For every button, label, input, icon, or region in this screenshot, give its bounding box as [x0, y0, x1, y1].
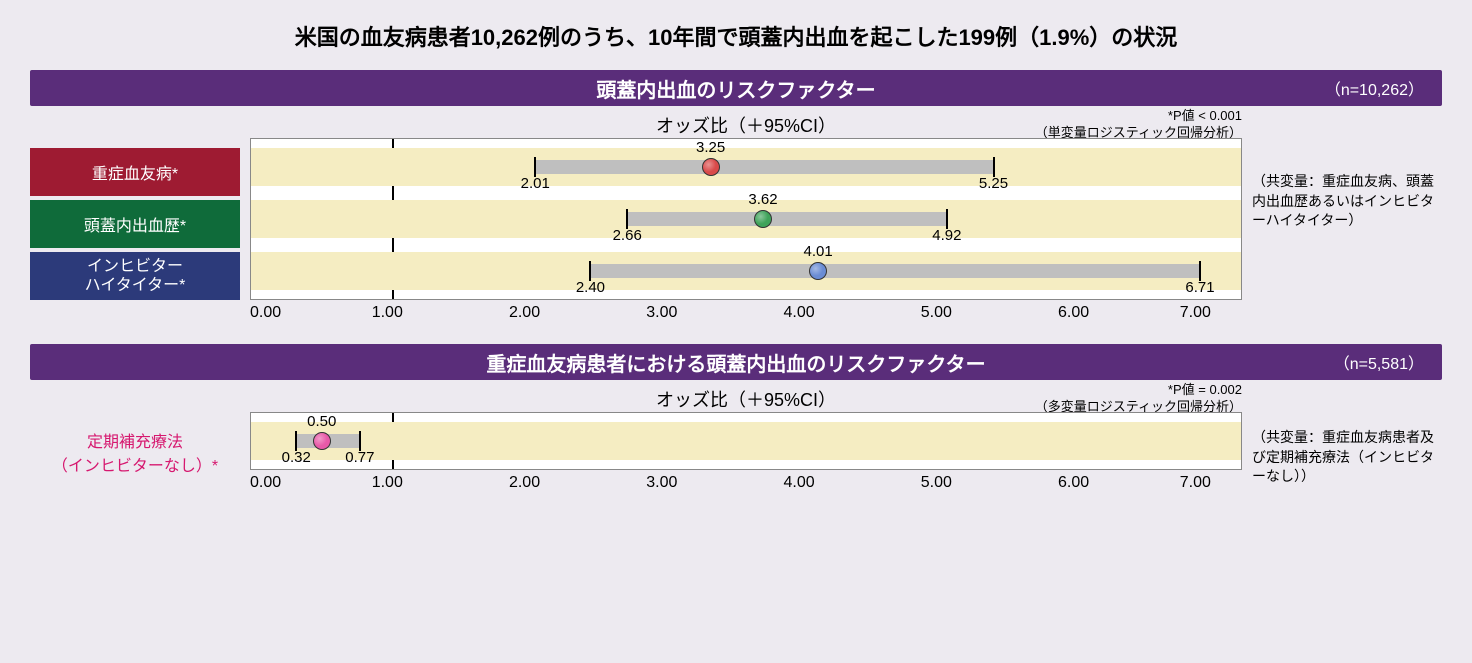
- value-label: 2.01: [521, 175, 550, 192]
- ci-whisker: [1199, 261, 1201, 281]
- plot-col-1: オッズ比（＋95%CI） *P値 < 0.001 （単変量ロジスティック回帰分析…: [250, 112, 1242, 322]
- value-label: 0.77: [345, 449, 374, 466]
- value-label: 4.92: [932, 227, 961, 244]
- section-n-1: （n=10,262）: [1325, 76, 1424, 100]
- axis-title-2: オッズ比（＋95%CI）: [656, 386, 836, 412]
- forest-row: 0.500.320.77: [251, 417, 1241, 465]
- pink-category-label: 定期補充療法 （インヒビターなし）*: [30, 386, 240, 476]
- pvalue-line1-2: *P値 = 0.002: [1035, 382, 1242, 399]
- x-tick: 4.00: [783, 474, 814, 492]
- value-label: 5.25: [979, 175, 1008, 192]
- side-note-1: （共変量：重症血友病、頭蓋内出血歴あるいはインヒビターハイタイター）: [1252, 112, 1442, 231]
- x-tick: 7.00: [1180, 474, 1211, 492]
- section-bar-1: 頭蓋内出血のリスクファクター （n=10,262）: [30, 70, 1442, 106]
- category-labels-1: 重症血友病*頭蓋内出血歴*インヒビターハイタイター*: [30, 112, 240, 304]
- section-title-2: 重症血友病患者における頭蓋内出血のリスクファクター: [486, 348, 985, 377]
- x-tick: 1.00: [372, 474, 403, 492]
- pvalue-note-2: *P値 = 0.002 （多変量ロジスティック回帰分析）: [1035, 382, 1242, 416]
- chart-2: 定期補充療法 （インヒビターなし）* オッズ比（＋95%CI） *P値 = 0.…: [30, 386, 1442, 492]
- x-ticks-1: 0.00 1.00 2.00 3.00 4.00 5.00 6.00 7.00: [250, 304, 1242, 322]
- point-estimate-dot: [754, 210, 772, 228]
- value-label: 0.32: [282, 449, 311, 466]
- x-tick: 6.00: [1058, 304, 1089, 322]
- x-tick: 2.00: [509, 474, 540, 492]
- axis-title-1: オッズ比（＋95%CI）: [656, 112, 836, 138]
- x-tick: 0.00: [250, 474, 281, 492]
- value-label: 3.25: [696, 139, 725, 156]
- ci-whisker: [626, 209, 628, 229]
- x-tick: 2.00: [509, 304, 540, 322]
- pvalue-line1-1: *P値 < 0.001: [1035, 108, 1242, 125]
- category-label: 重症血友病*: [30, 148, 240, 196]
- forest-row: 4.012.406.71: [251, 247, 1241, 295]
- pink-label-line1: 定期補充療法: [30, 428, 240, 452]
- pink-label-line2: （インヒビターなし）*: [30, 452, 240, 476]
- x-tick: 0.00: [250, 304, 281, 322]
- section-bar-2: 重症血友病患者における頭蓋内出血のリスクファクター （n=5,581）: [30, 344, 1442, 380]
- value-label: 2.40: [576, 279, 605, 296]
- point-estimate-dot: [702, 158, 720, 176]
- section-title-1: 頭蓋内出血のリスクファクター: [596, 74, 875, 103]
- value-label: 0.50: [307, 413, 336, 430]
- plot-frame-2: 0.50 0.32 0.77: [250, 412, 1242, 470]
- value-label: 3.62: [748, 191, 777, 208]
- ci-bar: [627, 212, 947, 226]
- section-n-2: （n=5,581）: [1334, 350, 1424, 374]
- ci-whisker: [295, 431, 297, 451]
- value-label: 2.66: [613, 227, 642, 244]
- ci-whisker: [534, 157, 536, 177]
- x-tick: 5.00: [921, 304, 952, 322]
- x-tick: 5.00: [921, 474, 952, 492]
- row-band: [251, 422, 1241, 460]
- ci-whisker: [946, 209, 948, 229]
- ci-bar: [535, 160, 993, 174]
- ci-whisker: [993, 157, 995, 177]
- value-label: 4.01: [804, 243, 833, 260]
- plot-col-2: オッズ比（＋95%CI） *P値 = 0.002 （多変量ロジスティック回帰分析…: [250, 386, 1242, 492]
- forest-row: 3.622.664.92: [251, 195, 1241, 243]
- main-title: 米国の血友病患者10,262例のうち、10年間で頭蓋内出血を起こした199例（1…: [30, 20, 1442, 52]
- ci-whisker: [359, 431, 361, 451]
- x-tick: 3.00: [646, 304, 677, 322]
- chart-1: 重症血友病*頭蓋内出血歴*インヒビターハイタイター* オッズ比（＋95%CI） …: [30, 112, 1442, 322]
- forest-row: 3.252.015.25: [251, 143, 1241, 191]
- side-note-2: （共変量：重症血友病患者及び定期補充療法（インヒビターなし））: [1252, 386, 1442, 487]
- x-tick: 6.00: [1058, 474, 1089, 492]
- x-tick: 3.00: [646, 474, 677, 492]
- point-estimate-dot: [809, 262, 827, 280]
- ci-whisker: [589, 261, 591, 281]
- x-tick: 7.00: [1180, 304, 1211, 322]
- pvalue-note-1: *P値 < 0.001 （単変量ロジスティック回帰分析）: [1035, 108, 1242, 142]
- x-ticks-2: 0.00 1.00 2.00 3.00 4.00 5.00 6.00 7.00: [250, 474, 1242, 492]
- ci-bar: [590, 264, 1200, 278]
- value-label: 6.71: [1185, 279, 1214, 296]
- category-label: インヒビターハイタイター*: [30, 252, 240, 300]
- point-estimate-dot: [313, 432, 331, 450]
- plot-frame-1: 3.25 2.01 5.25 3.62 2.66 4.92 4.01 2.40 6.71: [250, 138, 1242, 300]
- x-tick: 4.00: [783, 304, 814, 322]
- x-tick: 1.00: [372, 304, 403, 322]
- category-label: 頭蓋内出血歴*: [30, 200, 240, 248]
